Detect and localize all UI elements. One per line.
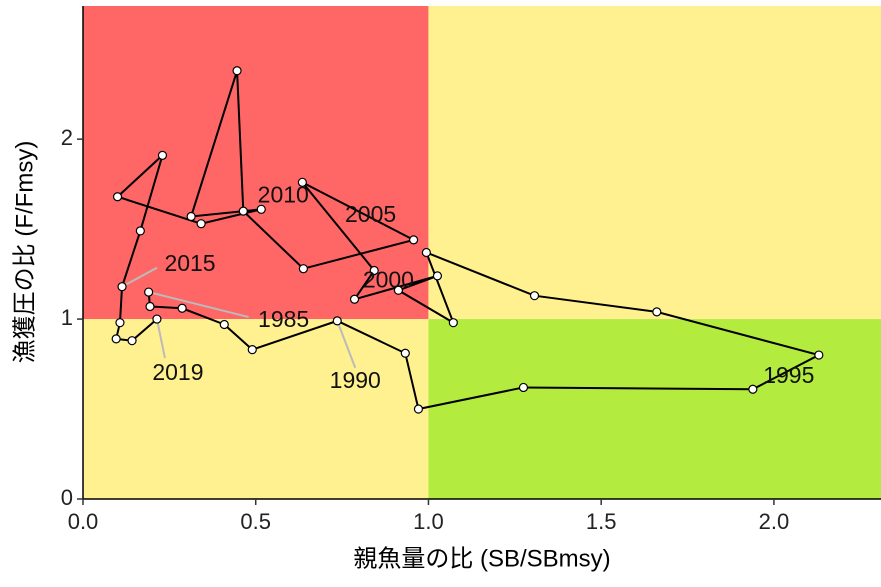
point (652, 307, 662, 317)
x-tick-label: 1.0 (413, 509, 444, 534)
x-tick-label: 0.0 (68, 509, 99, 534)
y-tick-label: 2 (61, 125, 73, 150)
x-tick-label: 0.5 (240, 509, 271, 534)
y-axis-title: 漁獲圧の比 (F/Fmsy) (11, 141, 38, 364)
point (115, 318, 125, 328)
point (393, 285, 403, 295)
year-label: 1995 (763, 362, 814, 388)
leader-line (155, 318, 166, 359)
point (518, 382, 529, 393)
year-label: 1985 (258, 306, 309, 332)
point (421, 247, 431, 258)
point (332, 316, 342, 326)
point (196, 219, 206, 229)
point (409, 235, 419, 245)
point (186, 211, 196, 222)
year-label: 2000 (363, 266, 414, 292)
point (814, 350, 824, 360)
point (127, 336, 137, 346)
x-axis-title: 親魚量の比 (SB/SBmsy) (353, 545, 610, 572)
zone-green (428, 319, 881, 499)
point (232, 66, 242, 76)
point (529, 291, 540, 301)
year-label: 2005 (345, 201, 396, 227)
point (144, 287, 154, 297)
point (298, 264, 308, 274)
year-label: 2010 (258, 181, 309, 207)
point (219, 319, 229, 330)
leader-line (148, 291, 249, 319)
point (135, 226, 145, 236)
leader-line (336, 320, 357, 369)
zone-yellow (83, 319, 429, 499)
y-tick-label: 0 (61, 485, 73, 510)
point (448, 318, 458, 328)
point (256, 204, 266, 214)
point (111, 334, 121, 344)
point (349, 294, 360, 304)
zone-yellow (428, 6, 881, 320)
point (748, 384, 758, 394)
x-tick-label: 2.0 (759, 509, 790, 534)
point (145, 301, 155, 312)
point (400, 348, 410, 358)
year-label: 2015 (164, 250, 215, 276)
point (177, 303, 187, 313)
point (152, 314, 162, 324)
point (413, 404, 424, 414)
point (297, 177, 307, 187)
point (432, 271, 443, 281)
y-tick-label: 1 (61, 305, 73, 330)
year-label: 1990 (330, 367, 381, 393)
leader-line (121, 266, 158, 288)
point (112, 192, 123, 202)
point (157, 150, 168, 160)
point (369, 265, 379, 276)
point (247, 345, 257, 355)
x-tick-label: 1.5 (586, 509, 617, 534)
year-label: 2019 (152, 359, 203, 385)
point (238, 206, 248, 216)
point (117, 282, 127, 292)
